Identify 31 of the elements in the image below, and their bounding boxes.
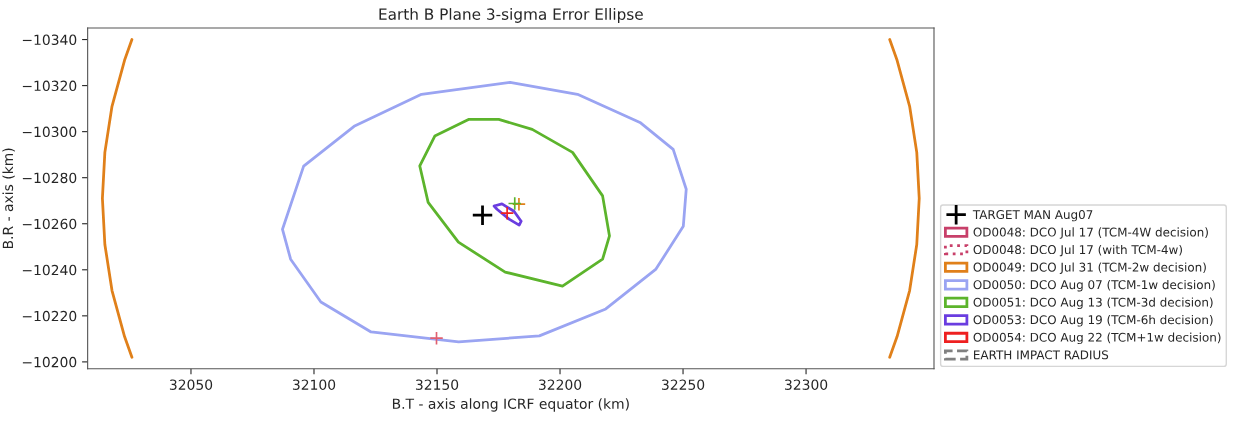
- y-tick-label: −10280: [22, 172, 77, 184]
- legend-label: TARGET MAN Aug07: [972, 210, 1093, 222]
- point: [500, 206, 515, 221]
- y-tick-label: −10220: [22, 310, 77, 322]
- legend-label: OD0049: DCO Jul 31 (TCM-2w decision): [973, 262, 1206, 274]
- y-tick-label: −10260: [22, 218, 77, 230]
- point: [471, 204, 494, 227]
- x-tick-label: 32300: [785, 379, 828, 390]
- chart-title: Earth B Plane 3-sigma Error Ellipse: [379, 8, 643, 23]
- x-tick-label: 32050: [169, 379, 213, 390]
- point: [511, 197, 527, 212]
- point: [429, 331, 444, 346]
- legend-label: OD0053: DCO Aug 19 (TCM-6h decision): [973, 315, 1213, 327]
- x-tick-label: 32100: [292, 379, 336, 390]
- y-tick-label: −10200: [22, 356, 77, 368]
- legend-label: OD0054: DCO Aug 22 (TCM+1w decision): [973, 332, 1221, 345]
- y-tick-label: −10340: [22, 34, 77, 46]
- y-tick-label: −10240: [22, 264, 77, 276]
- legend-label: EARTH IMPACT RADIUS: [974, 350, 1109, 360]
- point: [507, 196, 522, 211]
- x-axis-title: B.T - axis along ICRF equator (km): [392, 398, 629, 412]
- y-axis-title: B.R - axis (km): [2, 148, 15, 249]
- y-tick-label: −10320: [22, 80, 77, 92]
- legend-label: OD0050: DCO Aug 07 (TCM-1w decision): [973, 279, 1215, 292]
- x-tick-label: 32200: [538, 379, 582, 390]
- legend-label: OD0051: DCO Aug 13 (TCM-3d decision): [973, 297, 1213, 310]
- x-tick-label: 32250: [662, 379, 705, 390]
- x-tick-label: 32150: [415, 379, 459, 390]
- y-tick-label: −10300: [22, 126, 77, 138]
- legend-label: OD0048: DCO Jul 17 (TCM-4W decision): [973, 227, 1208, 239]
- legend-label: OD0048: DCO Jul 17 (with TCM-4w): [973, 244, 1182, 257]
